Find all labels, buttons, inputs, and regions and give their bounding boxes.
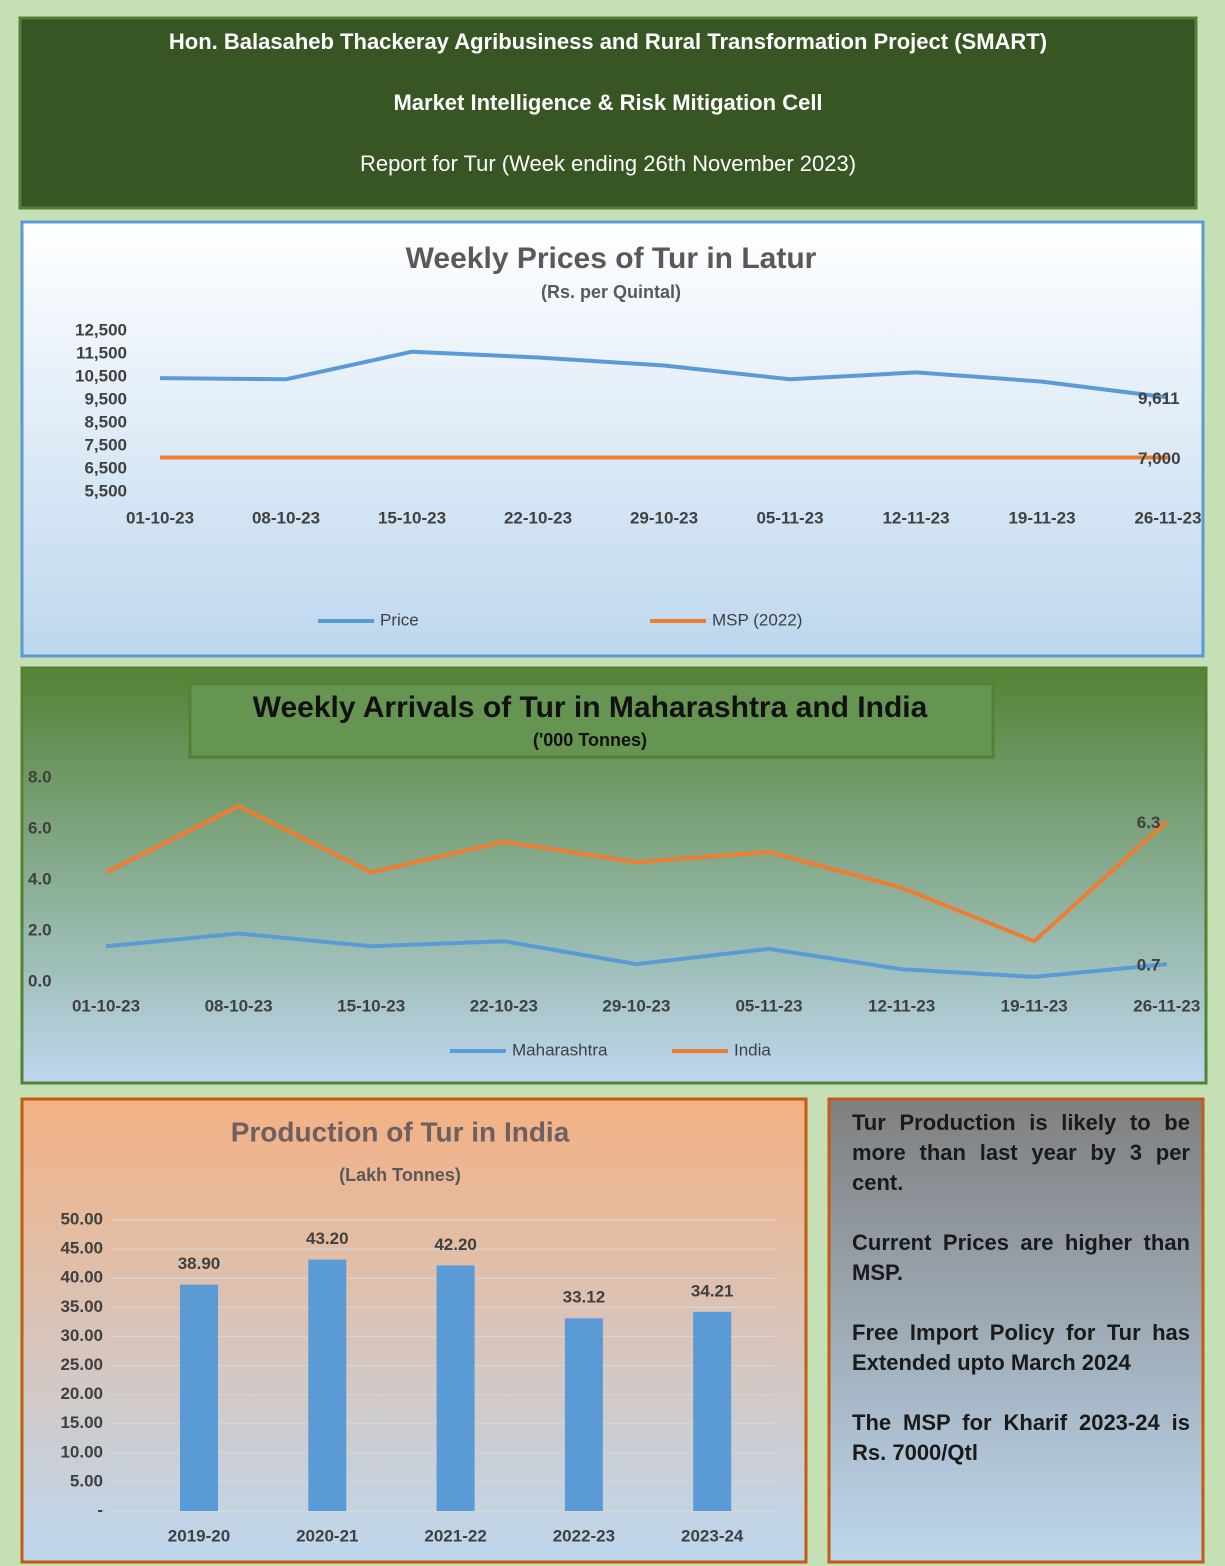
y-tick-label: 10,500: [75, 366, 127, 385]
line: [105, 931, 1167, 979]
y-tick-label: 25.00: [60, 1355, 103, 1374]
y-tick-label: 7,500: [84, 435, 127, 454]
x-tick-label: 19-11-23: [1001, 996, 1068, 1015]
y-tick-label: 11,500: [76, 343, 127, 362]
bar: [693, 1311, 732, 1511]
line: [105, 804, 1169, 944]
x-tick-label: 22-10-23: [470, 996, 538, 1015]
data-label: 42.20: [434, 1235, 477, 1254]
y-tick-label: 5.00: [70, 1471, 103, 1490]
legend-label: Price: [380, 610, 419, 629]
data-label: 0.7: [1137, 956, 1161, 975]
y-tick-label: 10.00: [60, 1442, 103, 1461]
y-tick-label: 12,500: [75, 320, 127, 339]
bar: [308, 1259, 347, 1511]
y-tick-label: 35.00: [60, 1297, 103, 1316]
y-tick-label: 8.0: [28, 767, 52, 786]
header-title: Hon. Balasaheb Thackeray Agribusiness an…: [169, 29, 1047, 54]
x-tick-label: 05-11-23: [735, 996, 802, 1015]
x-tick-label: 2023-24: [681, 1526, 744, 1545]
data-label: 9,611: [1138, 389, 1180, 408]
x-tick-label: 29-10-23: [630, 508, 698, 527]
legend-label: Maharashtra: [512, 1040, 608, 1059]
note: Free Import Policy for Tur has Extended …: [852, 1320, 1190, 1375]
data-label: 7,000: [1138, 449, 1181, 468]
y-tick-label: 0.0: [28, 971, 52, 990]
x-tick-label: 29-10-23: [602, 996, 670, 1015]
y-tick-label: 9,500: [84, 389, 127, 408]
x-tick-label: 12-11-23: [868, 996, 935, 1015]
x-tick-label: 2022-23: [553, 1526, 615, 1545]
x-tick-label: 08-10-23: [252, 508, 320, 527]
y-tick-label: 2.0: [28, 920, 52, 939]
header-report: Report for Tur (Week ending 26th Novembe…: [360, 151, 856, 176]
header-box: [18, 16, 1198, 210]
x-tick-label: 2021-22: [424, 1526, 486, 1545]
y-tick-label: 40.00: [60, 1268, 103, 1287]
data-label: 6.3: [1137, 813, 1161, 832]
x-tick-label: 15-10-23: [337, 996, 405, 1015]
note: Current Prices are higher than MSP.: [852, 1230, 1190, 1285]
chart-subtitle: (Rs. per Quintal): [541, 282, 681, 302]
x-tick-label: 01-10-23: [126, 508, 194, 527]
bar: [436, 1265, 475, 1511]
legend-label: India: [734, 1040, 771, 1059]
y-tick-label: -: [97, 1500, 103, 1519]
x-tick-label: 2019-20: [168, 1526, 230, 1545]
y-tick-label: 50.00: [60, 1209, 103, 1228]
x-tick-label: 26-11-23: [1133, 996, 1200, 1015]
y-tick-label: 20.00: [60, 1384, 103, 1403]
x-tick-label: 22-10-23: [504, 508, 572, 527]
chart-title: Production of Tur in India: [231, 1116, 570, 1147]
panel: [20, 220, 1205, 658]
bar: [180, 1284, 218, 1511]
y-tick-label: 6.0: [28, 818, 52, 837]
x-tick-label: 08-10-23: [205, 996, 273, 1015]
note: Tur Production is likely to be more than…: [852, 1110, 1190, 1195]
chart-subtitle: ('000 Tonnes): [533, 730, 647, 750]
chart-title: Weekly Arrivals of Tur in Maharashtra an…: [253, 691, 928, 724]
line: [159, 349, 1169, 400]
notes-box: [827, 1097, 1205, 1564]
data-label: 33.12: [563, 1288, 606, 1307]
production-chart: Production of Tur in India (Lakh Tonnes) -…: [60, 1116, 775, 1545]
bar: [564, 1318, 603, 1511]
chart-title: Weekly Prices of Tur in Latur: [406, 242, 817, 275]
x-tick-label: 2020-21: [296, 1526, 358, 1545]
title-box: [188, 682, 995, 759]
notes: Tur Production is likely to be more than…: [852, 1108, 1190, 1498]
y-tick-label: 6,500: [84, 458, 127, 477]
data-label: 43.20: [306, 1229, 349, 1248]
data-label: 38.90: [178, 1254, 221, 1273]
y-tick-label: 30.00: [60, 1326, 103, 1345]
arrivals-chart: Weekly Arrivals of Tur in Maharashtra an…: [28, 691, 1200, 1060]
x-tick-label: 26-11-23: [1134, 508, 1201, 527]
x-tick-label: 05-11-23: [756, 508, 823, 527]
y-tick-label: 8,500: [84, 412, 127, 431]
legend-label: MSP (2022): [712, 610, 802, 629]
panel: [20, 1097, 808, 1564]
data-label: 34.21: [691, 1281, 734, 1300]
header-subtitle: Market Intelligence & Risk Mitigation Ce…: [393, 90, 822, 115]
y-tick-label: 15.00: [60, 1413, 103, 1432]
x-tick-label: 01-10-23: [72, 996, 140, 1015]
note: The MSP for Kharif 2023-24 is Rs. 7000/Q…: [852, 1410, 1190, 1465]
x-tick-label: 12-11-23: [882, 508, 949, 527]
y-tick-label: 4.0: [28, 869, 52, 888]
chart-subtitle: (Lakh Tonnes): [339, 1165, 461, 1185]
x-tick-label: 19-11-23: [1008, 508, 1075, 527]
y-tick-label: 5,500: [84, 481, 127, 500]
price-chart: Weekly Prices of Tur in Latur (Rs. per Qu…: [75, 242, 1201, 630]
x-tick-label: 15-10-23: [378, 508, 446, 527]
y-tick-label: 45.00: [60, 1239, 103, 1258]
